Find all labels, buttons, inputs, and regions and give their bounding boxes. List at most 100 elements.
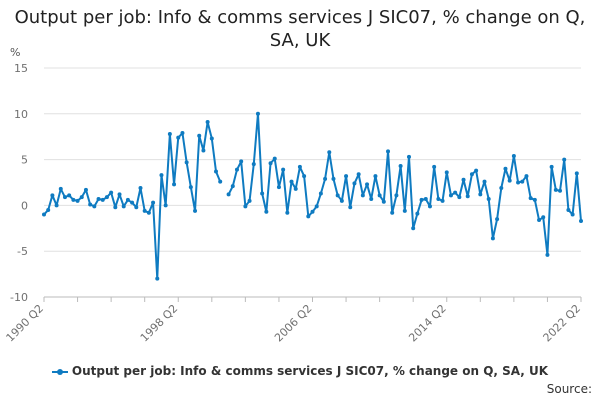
data-point[interactable] [79,195,84,200]
data-point[interactable] [574,171,579,176]
data-point[interactable] [511,153,516,158]
data-point[interactable] [96,196,101,201]
data-point[interactable] [524,174,529,179]
data-point[interactable] [163,203,168,208]
data-point[interactable] [457,195,462,200]
data-point[interactable] [465,194,470,199]
data-point[interactable] [579,218,583,223]
data-point[interactable] [335,193,340,198]
data-point[interactable] [151,200,156,205]
data-point[interactable] [281,167,286,172]
data-point[interactable] [306,214,311,219]
data-point[interactable] [71,197,76,202]
data-point[interactable] [528,196,533,201]
data-point[interactable] [432,164,437,169]
data-point[interactable] [344,174,349,179]
data-point[interactable] [390,210,395,215]
data-point[interactable] [54,203,59,208]
data-point[interactable] [406,154,411,159]
data-point[interactable] [549,164,554,169]
data-point[interactable] [507,178,512,183]
data-point[interactable] [268,161,273,166]
data-point[interactable] [327,150,332,155]
data-point[interactable] [289,179,294,184]
data-point[interactable] [440,198,445,203]
data-point[interactable] [297,164,302,169]
data-point[interactable] [331,176,336,181]
data-point[interactable] [537,218,542,223]
data-point[interactable] [234,167,239,172]
data-point[interactable] [239,159,244,164]
data-point[interactable] [62,195,67,200]
data-point[interactable] [562,157,567,162]
data-point[interactable] [214,169,219,174]
data-point[interactable] [323,176,328,181]
data-point[interactable] [117,192,122,197]
data-point[interactable] [184,160,189,165]
data-point[interactable] [499,186,504,190]
data-point[interactable] [369,196,374,201]
data-point[interactable] [411,226,416,231]
data-point[interactable] [50,193,55,198]
data-point[interactable] [138,186,143,190]
data-point[interactable] [201,148,206,153]
data-point[interactable] [193,208,198,213]
data-point[interactable] [360,193,365,198]
data-point[interactable] [155,276,160,281]
data-point[interactable] [293,186,298,191]
data-point[interactable] [310,209,315,214]
data-point[interactable] [42,212,46,217]
data-point[interactable] [373,174,378,179]
data-point[interactable] [553,187,558,192]
data-point[interactable] [276,185,281,190]
data-point[interactable] [558,188,563,193]
data-point[interactable] [503,166,508,171]
data-point[interactable] [146,210,151,215]
data-point[interactable] [243,204,248,209]
data-point[interactable] [260,191,265,196]
data-point[interactable] [566,207,571,212]
data-point[interactable] [365,182,370,187]
data-point[interactable] [377,193,382,198]
data-point[interactable] [264,209,269,214]
data-point[interactable] [230,184,235,189]
data-point[interactable] [436,196,441,201]
data-point[interactable] [272,156,277,161]
data-point[interactable] [167,131,172,136]
data-point[interactable] [427,204,432,209]
data-point[interactable] [180,131,185,136]
data-point[interactable] [474,168,479,173]
data-point[interactable] [197,133,202,138]
data-point[interactable] [448,193,453,198]
data-point[interactable] [125,197,130,202]
data-point[interactable] [209,136,214,141]
data-point[interactable] [352,181,357,186]
data-point[interactable] [490,236,495,241]
data-point[interactable] [75,198,80,203]
data-point[interactable] [348,205,353,210]
data-point[interactable] [104,195,109,200]
data-point[interactable] [482,179,487,184]
data-point[interactable] [46,207,51,212]
data-point[interactable] [495,217,500,222]
data-point[interactable] [88,202,93,207]
data-point[interactable] [398,164,403,169]
data-point[interactable] [172,182,177,187]
data-point[interactable] [176,135,181,140]
legend[interactable]: Output per job: Info & comms services J … [0,364,600,378]
data-point[interactable] [142,208,147,213]
data-point[interactable] [381,199,386,204]
data-point[interactable] [255,111,260,116]
data-point[interactable] [520,179,525,184]
data-point[interactable] [516,180,521,185]
data-point[interactable] [247,198,252,203]
data-point[interactable] [461,177,466,182]
data-point[interactable] [121,204,126,209]
data-point[interactable] [218,179,223,184]
data-point[interactable] [394,193,399,198]
data-point[interactable] [92,204,97,209]
data-point[interactable] [478,192,483,197]
data-point[interactable] [205,120,210,125]
data-point[interactable] [318,191,323,196]
data-point[interactable] [113,205,118,210]
